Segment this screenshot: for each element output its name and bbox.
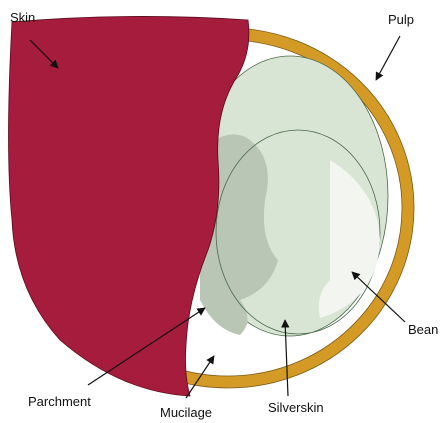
label: Bean [408, 322, 438, 337]
parchment-shade [200, 134, 278, 335]
label: Pulp [388, 12, 414, 27]
arrow [281, 319, 290, 397]
arrow [185, 355, 215, 399]
label: Mucilage [160, 405, 212, 420]
bean [318, 160, 380, 318]
arrow [87, 307, 206, 386]
silverskin [215, 129, 381, 335]
arrow [351, 271, 406, 323]
label: Parchment [28, 394, 91, 409]
arrow [375, 35, 401, 81]
label: Skin [10, 10, 35, 25]
label: Silverskin [268, 400, 324, 415]
skin [8, 16, 250, 397]
arrow [29, 39, 59, 69]
